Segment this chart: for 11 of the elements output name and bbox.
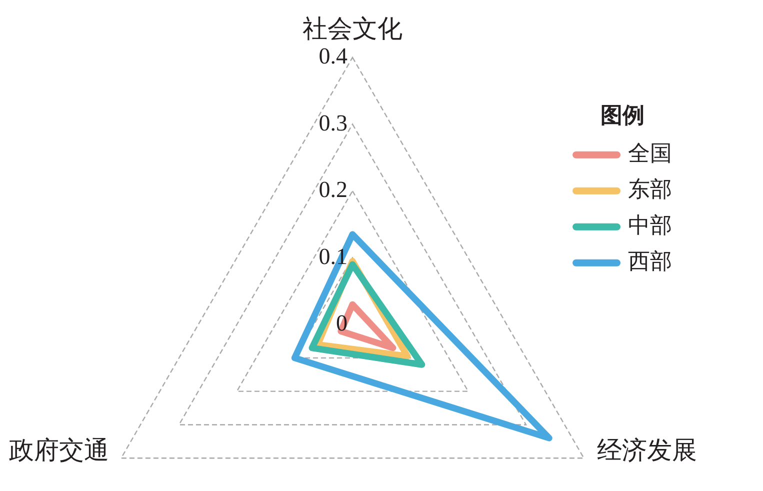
spoke-label: 政府交通 <box>9 436 110 465</box>
legend-label: 全国 <box>628 140 672 166</box>
spoke-label: 经济发展 <box>596 436 697 465</box>
legend-label: 西部 <box>628 248 672 274</box>
y-tick-label: 0.4 <box>318 43 348 68</box>
legend-label: 中部 <box>628 212 672 238</box>
y-tick-label: 0.2 <box>318 177 348 202</box>
legend-title: 图例 <box>600 102 645 128</box>
y-tick-label: 0.3 <box>318 110 348 136</box>
legend-label: 东部 <box>628 176 672 202</box>
spoke-label: 社会文化 <box>302 16 403 44</box>
